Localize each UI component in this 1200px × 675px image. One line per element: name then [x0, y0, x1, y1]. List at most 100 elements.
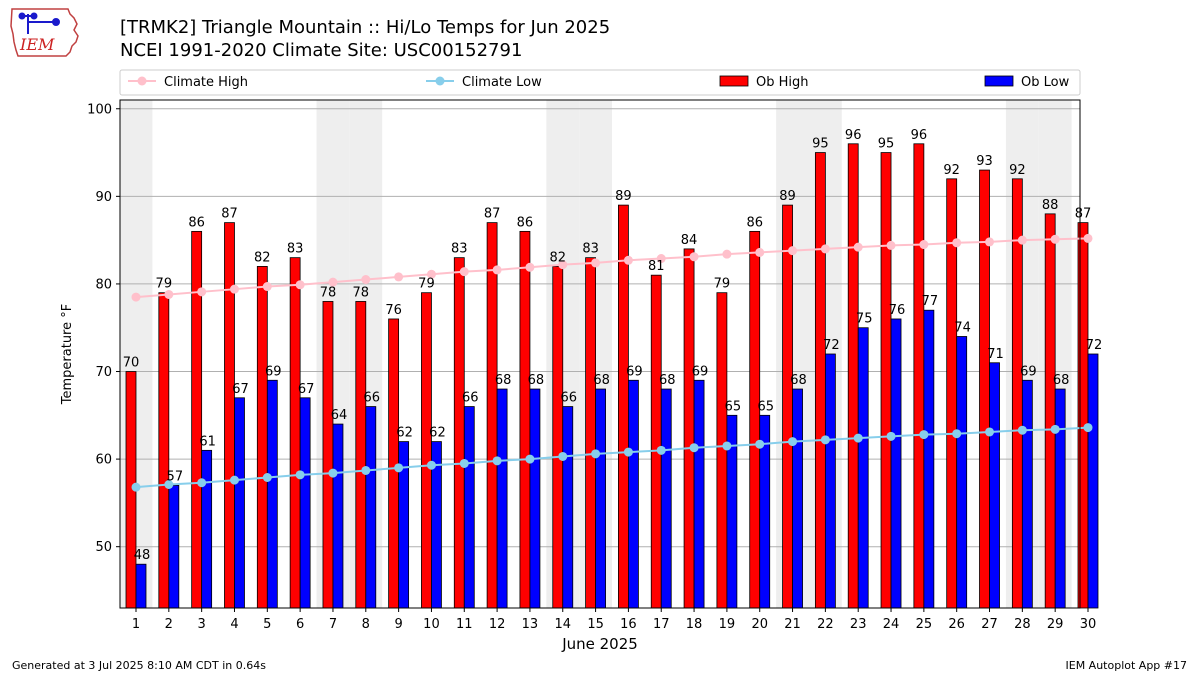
ob-low-bar [266, 379, 278, 609]
ob-low-bar [463, 406, 475, 609]
ob-low-label: 68 [659, 373, 676, 388]
climate-low-point [525, 454, 535, 464]
climate-high-line [135, 237, 1089, 299]
ob-low-label: 69 [692, 364, 709, 379]
x-tick-label: 25 [916, 617, 933, 632]
ob-low-label: 66 [560, 391, 577, 406]
ob-low-bar [660, 388, 672, 609]
climate-high-point [722, 249, 732, 259]
ob-low-bar [496, 388, 508, 609]
climate-low-point [656, 445, 666, 455]
climate-high-point [131, 292, 141, 302]
climate-high-point [689, 252, 699, 262]
climate-low-point [394, 463, 404, 473]
ob-low-bar [857, 327, 869, 609]
x-tick-label: 12 [489, 617, 506, 632]
ob-low-label: 77 [922, 294, 939, 309]
ob-high-label: 87 [221, 207, 238, 222]
climate-low-point [788, 437, 798, 447]
climate-high-point [755, 247, 765, 257]
x-tick-label: 13 [522, 617, 539, 632]
climate-high-point [262, 282, 272, 292]
ob-low-label: 66 [364, 391, 381, 406]
ob-high-bar [880, 152, 892, 609]
ob-low-label: 68 [528, 373, 545, 388]
ob-high-bar [289, 257, 301, 609]
x-tick-label: 4 [230, 617, 238, 632]
ob-high-bar [355, 301, 367, 609]
climate-high-point [985, 237, 995, 247]
climate-low-point [722, 441, 732, 451]
legend-ob-high-swatch [719, 75, 749, 87]
climate-low-point [820, 435, 830, 445]
ob-low-bar [529, 388, 541, 609]
climate-low-point [229, 475, 239, 485]
x-tick-label: 19 [719, 617, 736, 632]
legend-ob-high-label: Ob High [756, 75, 809, 90]
legend-climate-low-label: Climate Low [462, 75, 542, 90]
x-tick-label: 30 [1080, 617, 1097, 632]
ob-high-label: 87 [484, 207, 501, 222]
ob-low-label: 62 [396, 426, 413, 441]
ob-low-bar [923, 309, 935, 609]
ob-low-bar [201, 449, 213, 609]
climate-high-point [591, 258, 601, 268]
climate-low-point [623, 447, 633, 457]
ob-high-bar [388, 318, 400, 609]
climate-low-point [985, 427, 995, 437]
legend: Climate High Climate Low Ob High Ob Low [119, 69, 1081, 96]
climate-high-point [656, 254, 666, 264]
y-tick-label: 60 [95, 453, 112, 468]
ob-low-label: 62 [429, 426, 446, 441]
ob-high-label: 92 [1009, 163, 1026, 178]
climate-high-point [394, 272, 404, 282]
y-tick-label: 90 [95, 190, 112, 205]
ob-low-bar [956, 336, 968, 609]
climate-low-point [886, 431, 896, 441]
climate-high-point [426, 269, 436, 279]
climate-high-point [328, 277, 338, 287]
ob-high-label: 92 [943, 163, 960, 178]
x-tick-label: 27 [981, 617, 998, 632]
x-tick-label: 29 [1047, 617, 1064, 632]
ob-low-bar [824, 353, 836, 609]
climate-high-point [623, 255, 633, 265]
ob-low-bar [365, 406, 377, 609]
climate-high-point [1083, 233, 1093, 243]
ob-low-label: 64 [331, 408, 348, 423]
climate-high-point [558, 260, 568, 270]
ob-low-bar [890, 318, 902, 609]
ob-high-label: 96 [845, 128, 862, 143]
ob-high-label: 87 [1075, 207, 1092, 222]
ob-low-label: 65 [757, 399, 774, 414]
ob-high-bar [519, 230, 531, 609]
ob-low-bar [234, 397, 245, 609]
ob-high-bar [847, 143, 859, 609]
ob-high-label: 83 [451, 242, 468, 257]
climate-high-point [1017, 235, 1027, 245]
ob-high-label: 88 [1042, 198, 1059, 213]
climate-high-point [853, 242, 863, 252]
ob-low-bar [595, 388, 606, 609]
climate-high-point [820, 244, 830, 254]
climate-low-point [459, 458, 469, 468]
ob-high-bar [683, 248, 695, 609]
y-axis-label: Temperature °F [60, 304, 75, 405]
ob-low-label: 57 [167, 469, 184, 484]
climate-high-point [492, 265, 502, 275]
ob-low-bar [135, 563, 147, 609]
ob-high-label: 95 [878, 137, 895, 152]
x-axis-label: June 2025 [561, 635, 638, 653]
iem-logo-text: IEM [19, 35, 55, 54]
climate-low-point [328, 468, 338, 478]
data-labels: 70 79 86 87 82 83 78 78 76 79 83 87 86 82 83 89 81 84 79 86… [123, 128, 1103, 563]
ob-high-bar [421, 292, 432, 609]
ob-high-bar [256, 266, 268, 609]
ob-low-bar [168, 484, 180, 609]
ob-low-label: 48 [134, 548, 151, 563]
climate-high-point [229, 284, 239, 294]
ob-low-bar [1021, 379, 1033, 609]
x-tick-label: 7 [329, 617, 337, 632]
